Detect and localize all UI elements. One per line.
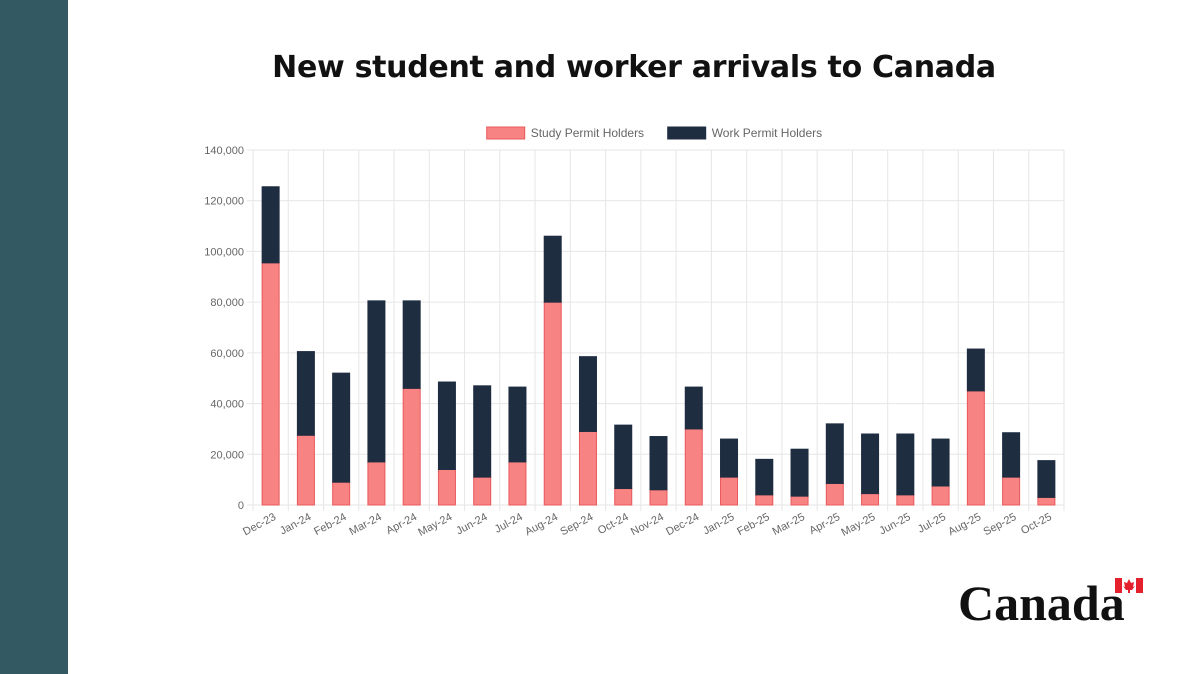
x-tick-label: Oct-25 xyxy=(1019,511,1054,537)
x-tick-label: May-25 xyxy=(839,511,877,539)
bar-work-permit-holders xyxy=(1002,432,1021,478)
x-tick-label: May-24 xyxy=(416,511,454,539)
bar-work-permit-holders xyxy=(931,438,950,487)
bar-study-permit-holders xyxy=(332,481,351,506)
sidebar-stripe xyxy=(0,0,68,674)
bar-study-permit-holders xyxy=(296,434,315,506)
bar-study-permit-holders xyxy=(684,428,703,506)
bar-study-permit-holders xyxy=(402,387,421,506)
bar-study-permit-holders xyxy=(261,262,280,506)
y-tick-label: 0 xyxy=(238,500,244,512)
x-tick-label: Sep-25 xyxy=(982,511,1019,538)
bar-work-permit-holders xyxy=(896,433,915,496)
x-tick-label: Jan-24 xyxy=(278,511,313,537)
x-tick-label: Jun-25 xyxy=(877,511,912,537)
canada-wordmark: Canada xyxy=(958,575,1143,630)
y-tick-label: 40,000 xyxy=(210,399,244,411)
bar-study-permit-holders xyxy=(755,494,774,506)
bar-study-permit-holders xyxy=(578,430,597,506)
bar-study-permit-holders xyxy=(1037,496,1056,506)
bar-work-permit-holders xyxy=(332,372,351,483)
bar-work-permit-holders xyxy=(614,424,633,490)
y-tick-label: 140,000 xyxy=(204,145,244,157)
x-tick-label: Aug-24 xyxy=(523,511,560,538)
x-tick-label: Sep-24 xyxy=(558,511,595,538)
x-tick-label: Apr-24 xyxy=(384,511,419,537)
x-tick-label: Jul-24 xyxy=(493,511,525,536)
x-tick-label: Aug-25 xyxy=(946,511,983,538)
y-tick-label: 120,000 xyxy=(204,196,244,208)
canada-flag-icon xyxy=(1115,578,1143,593)
bar-work-permit-holders xyxy=(543,235,562,303)
legend-swatch xyxy=(486,126,526,140)
bar-study-permit-holders xyxy=(614,488,633,506)
bar-study-permit-holders xyxy=(473,476,492,506)
bar-study-permit-holders xyxy=(367,461,386,506)
bar-work-permit-holders xyxy=(402,300,421,389)
bar-study-permit-holders xyxy=(649,489,668,506)
legend-label: Study Permit Holders xyxy=(531,126,644,140)
x-tick-label: Oct-24 xyxy=(596,511,631,537)
bar-study-permit-holders xyxy=(508,461,527,506)
x-tick-label: Dec-24 xyxy=(664,511,701,538)
bar-work-permit-holders xyxy=(649,436,668,491)
x-tick-label: Mar-24 xyxy=(347,511,383,538)
bar-work-permit-holders xyxy=(825,423,844,484)
bar-study-permit-holders xyxy=(790,495,809,506)
bar-work-permit-holders xyxy=(790,448,809,497)
bar-work-permit-holders xyxy=(473,385,492,478)
y-tick-label: 60,000 xyxy=(210,348,244,360)
page-title: New student and worker arrivals to Canad… xyxy=(272,50,996,85)
bar-work-permit-holders xyxy=(437,381,456,470)
bar-study-permit-holders xyxy=(825,482,844,506)
bar-study-permit-holders xyxy=(966,390,985,506)
bar-study-permit-holders xyxy=(861,493,880,506)
bar-work-permit-holders xyxy=(367,300,386,463)
x-tick-label: Apr-25 xyxy=(807,511,842,537)
bar-work-permit-holders xyxy=(1037,460,1056,498)
x-tick-label: Mar-25 xyxy=(771,511,807,538)
bar-work-permit-holders xyxy=(861,433,880,495)
bar-study-permit-holders xyxy=(896,494,915,506)
bar-work-permit-holders xyxy=(508,386,527,463)
bar-study-permit-holders xyxy=(720,476,739,506)
legend-label: Work Permit Holders xyxy=(712,126,822,140)
bar-work-permit-holders xyxy=(296,351,315,436)
canada-wordmark-text: Canada xyxy=(958,575,1125,630)
x-tick-label: Jun-24 xyxy=(454,511,489,537)
x-tick-label: Feb-24 xyxy=(312,511,348,538)
y-tick-label: 80,000 xyxy=(210,297,244,309)
bar-study-permit-holders xyxy=(437,469,456,506)
y-tick-label: 20,000 xyxy=(210,449,244,461)
bar-work-permit-holders xyxy=(578,356,597,432)
legend-swatch xyxy=(667,126,707,140)
bar-work-permit-holders xyxy=(966,348,985,392)
bar-work-permit-holders xyxy=(755,458,774,496)
bar-work-permit-holders xyxy=(720,438,739,478)
x-tick-label: Jan-25 xyxy=(701,511,736,537)
y-tick-label: 100,000 xyxy=(204,246,244,258)
bar-study-permit-holders xyxy=(543,301,562,506)
bar-work-permit-holders xyxy=(261,186,280,264)
x-tick-label: Jul-25 xyxy=(916,511,948,536)
bar-study-permit-holders xyxy=(931,485,950,506)
bar-study-permit-holders xyxy=(1002,476,1021,506)
x-tick-label: Feb-25 xyxy=(735,511,771,538)
bar-work-permit-holders xyxy=(684,386,703,430)
x-tick-label: Dec-23 xyxy=(241,511,278,538)
x-tick-label: Nov-24 xyxy=(629,511,666,538)
